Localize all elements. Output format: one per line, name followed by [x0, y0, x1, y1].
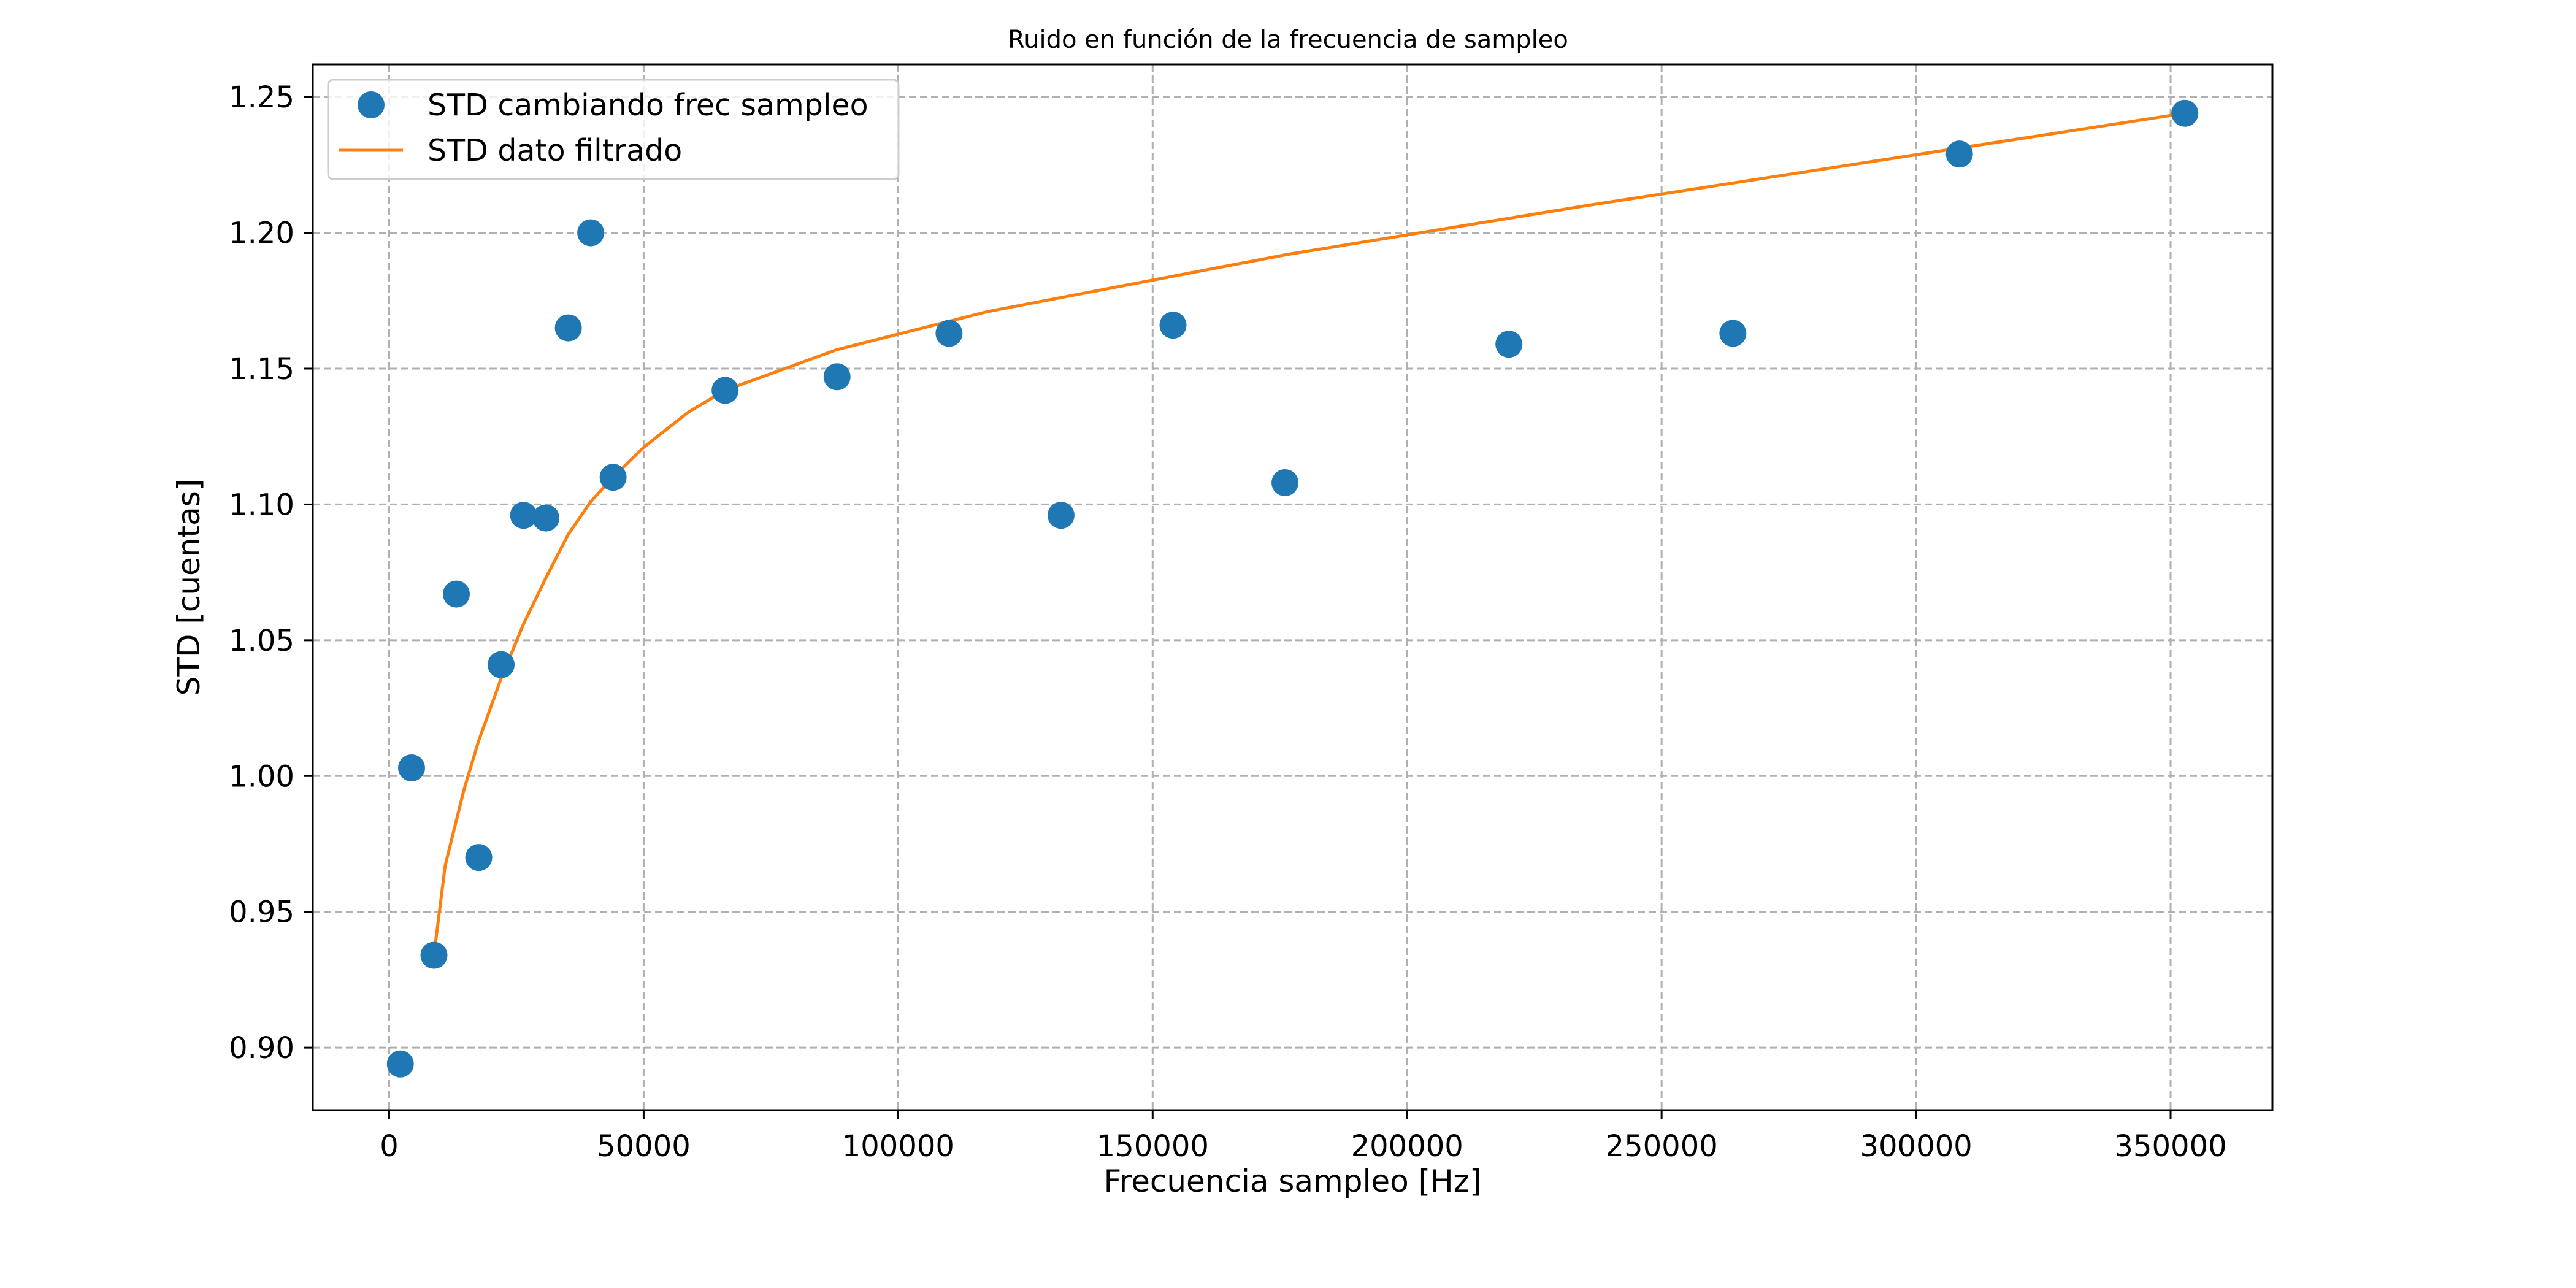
legend: STD cambiando frec sampleo STD dato filt… — [327, 79, 900, 180]
std-data-point — [1495, 331, 1523, 358]
std-data-point — [1271, 469, 1299, 496]
std-data-point — [554, 314, 582, 342]
x-tick-label: 300000 — [1860, 1129, 1972, 1163]
std-data-point — [711, 377, 739, 404]
std-data-point — [510, 502, 537, 529]
plot-frame — [312, 63, 2274, 1111]
x-axis-label: Frecuencia sampleo [Hz] — [1103, 1163, 1481, 1199]
y-tick-label: 1.15 — [229, 352, 294, 386]
x-tick-label: 250000 — [1606, 1129, 1718, 1163]
y-axis-label: STD [cuentas] — [171, 479, 207, 696]
legend-box — [327, 79, 900, 180]
std-data-point — [1047, 502, 1075, 529]
std-data-point — [823, 363, 851, 391]
x-tick-label: 350000 — [2114, 1129, 2226, 1163]
std-data-point — [1159, 312, 1187, 339]
x-tick-label: 0 — [380, 1129, 399, 1163]
std-data-point — [532, 504, 560, 532]
grid — [313, 64, 2272, 1110]
std-data-point — [2171, 99, 2199, 127]
std-data-point — [443, 580, 470, 608]
std-data-point — [599, 464, 627, 491]
scatter-series-layer — [386, 99, 2199, 1078]
y-tick-label: 1.05 — [229, 624, 294, 658]
std-data-point — [386, 1050, 414, 1078]
x-tick-label: 200000 — [1351, 1129, 1463, 1163]
std-data-point — [1719, 320, 1747, 347]
std-data-point — [1945, 140, 1973, 168]
y-tick-label: 1.10 — [229, 488, 294, 522]
y-tick-label: 0.90 — [229, 1031, 294, 1065]
x-tick-label: 50000 — [597, 1129, 691, 1163]
y-tick-label: 1.20 — [229, 217, 294, 251]
y-tick-label: 0.95 — [229, 895, 294, 930]
legend-label-line: STD dato filtrado — [427, 133, 682, 168]
std-data-point — [488, 651, 515, 678]
std-data-point — [935, 320, 963, 347]
y-tick-label: 1.00 — [229, 759, 294, 794]
line-series-layer — [432, 112, 2185, 956]
legend-marker-scatter — [358, 91, 385, 118]
axis-ticks: 0 50000 100000 150000 200000 250000 300000 3500… — [229, 80, 2227, 1163]
std-data-point — [577, 219, 605, 247]
std-data-point — [420, 941, 448, 969]
legend-label-scatter: STD cambiando frec sampleo — [427, 88, 868, 123]
y-tick-label: 1.25 — [229, 80, 294, 115]
std-data-point — [397, 754, 425, 781]
x-tick-label: 150000 — [1097, 1129, 1209, 1163]
x-tick-label: 100000 — [842, 1129, 954, 1163]
std-data-point — [465, 844, 493, 872]
chart-title: Ruido en función de la frecuencia de sam… — [1008, 26, 1568, 54]
filtered-std-line — [432, 112, 2185, 956]
